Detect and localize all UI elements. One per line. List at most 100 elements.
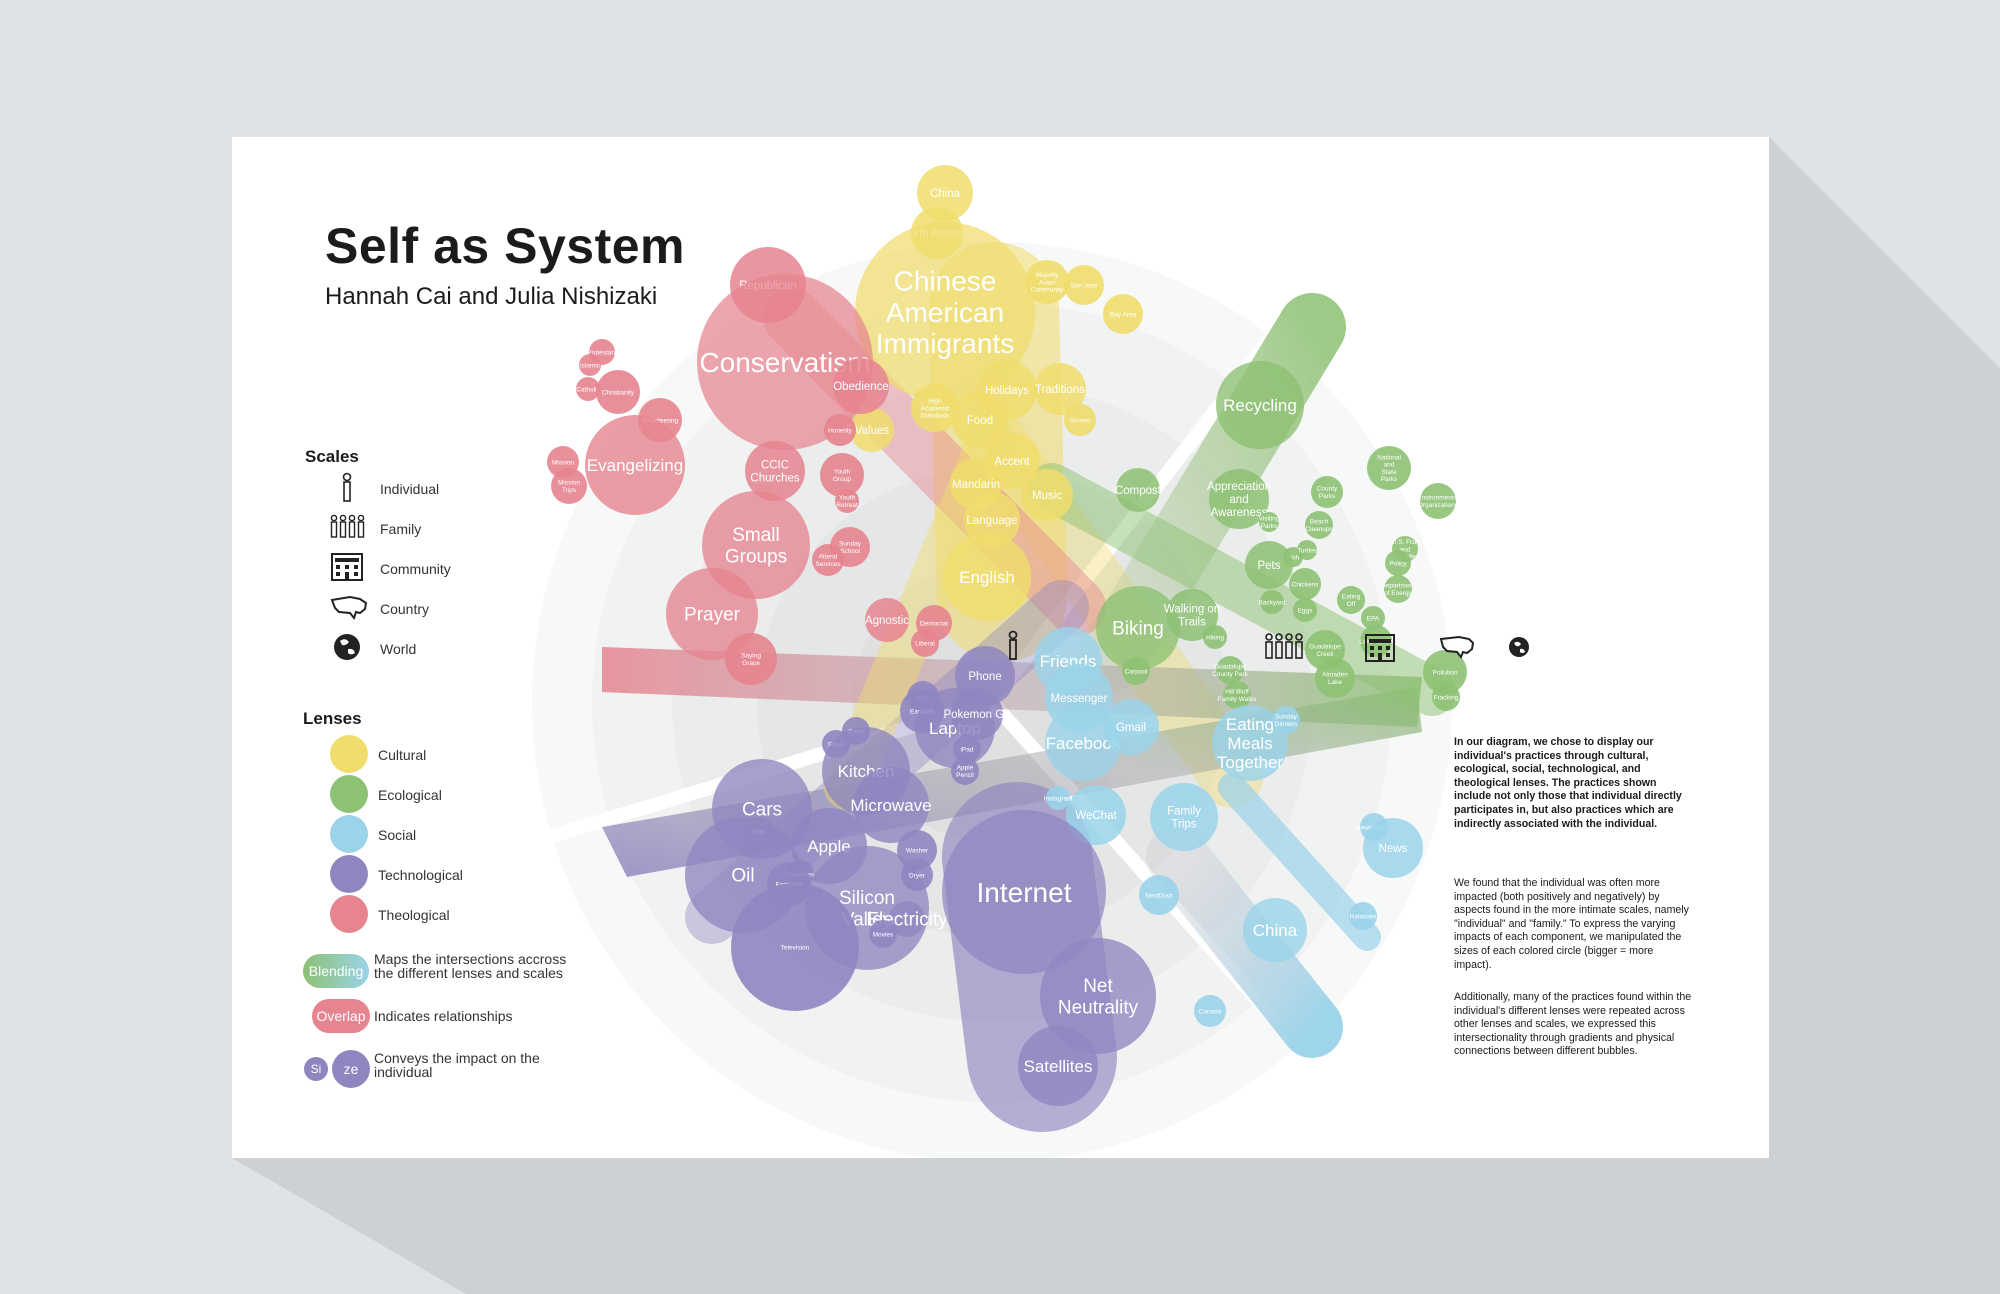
bubble-label: Net Neutrality <box>1058 976 1139 1018</box>
bubble-label: Recycling <box>1223 396 1297 415</box>
bubble-eggs: Eggs <box>1293 598 1317 622</box>
bubble-recycling: Recycling <box>1216 361 1304 449</box>
bubble-circle <box>952 392 1008 448</box>
bubble-label: Islamic <box>580 362 601 369</box>
bubble-ipad: iPad <box>953 735 981 763</box>
scale-row-community: Community <box>330 552 550 584</box>
bubble-label: Dryer <box>909 872 926 879</box>
bubble-label: Canada <box>1199 1008 1222 1015</box>
bubble-circle <box>943 533 1031 621</box>
size-small-dot: Si <box>304 1057 328 1081</box>
bubble-biking: Biking <box>1096 586 1180 670</box>
bubble-chickens: Chickens <box>1289 568 1321 600</box>
bubble-circle <box>1423 650 1467 694</box>
bubble-conservatism: Conservatism <box>697 274 873 450</box>
bubble-dryer: Dryer <box>901 859 933 891</box>
bubble-sunday-dinners: Sunday Dinners <box>1272 706 1300 734</box>
bubble-appreciation-and-awareness: Appreciation and Awareness <box>1207 469 1271 529</box>
bubble-circle <box>1166 589 1218 641</box>
bubble-label: Oil <box>731 866 754 887</box>
bubble-circle <box>1103 699 1159 755</box>
lens-swatch-ecological <box>330 775 368 813</box>
bubble-label: Backyard <box>1258 599 1285 606</box>
bubble-label: Values <box>855 425 890 437</box>
bubble-satellites: Satellites <box>1018 1026 1098 1106</box>
bubble-label: Fish <box>1287 554 1300 561</box>
bubble-environmental-organizations: Environmental Organizations <box>1417 483 1459 519</box>
bubble-label: Sunday Dinners <box>1275 714 1298 728</box>
bubble-washer: Washer <box>897 830 937 870</box>
bubble-circle <box>850 408 894 452</box>
bubble-saying-grace: Saying Grace <box>725 633 777 685</box>
bubble-circle <box>1337 586 1365 614</box>
bubble-label: Internet <box>977 877 1072 908</box>
bubble-internet: Internet <box>942 810 1106 974</box>
bubble-circle <box>1216 361 1304 449</box>
lens-row-theological: Theological <box>330 895 550 935</box>
lens-swatch-technological <box>330 855 368 893</box>
bubble-label: Hiking <box>1206 634 1224 641</box>
bubble-almaden-lake: Almaden Lake <box>1315 658 1355 698</box>
bubble-apple-pencil: Apple Pencil <box>951 757 979 785</box>
bubble-circle <box>1311 476 1343 508</box>
size-description: Conveys the impact on the individual <box>374 1050 540 1080</box>
bubble-label: Compost <box>1115 485 1162 497</box>
bubble-label: Pollution <box>1433 669 1458 676</box>
lens-label-social: Social <box>378 827 417 843</box>
bubble-label: China <box>1253 921 1298 940</box>
bubble-circle <box>697 274 873 450</box>
authors: Hannah Cai and Julia Nishizaki <box>325 283 658 310</box>
bubble-circle <box>855 222 1035 402</box>
bubble-label: Obedience <box>833 381 889 393</box>
bubble-label: Prayer <box>684 605 741 626</box>
bubble-label: Apple <box>807 837 850 856</box>
bubble-ccic-churches: CCIC Churches <box>745 441 805 501</box>
bubble-label: Evangelizing <box>587 456 683 475</box>
bubble-instagram: Instagram <box>1044 786 1072 810</box>
bubble-label: Fracking <box>1434 694 1459 701</box>
bubble-circle <box>1243 898 1307 962</box>
overlap-description: Indicates relationships <box>374 1008 513 1024</box>
diagram-globe-icon <box>1509 637 1529 657</box>
bubble-agnostic: Agnostic <box>865 598 909 642</box>
bubble-food: Food <box>952 392 1008 448</box>
bubble-television: Television <box>731 883 859 1011</box>
bubble-backyard: Backyard <box>1258 590 1286 614</box>
bubble-circle <box>1064 404 1096 436</box>
bubble-canada: Canada <box>1194 995 1226 1027</box>
bubble-circle <box>951 757 979 785</box>
bubble-label: CCIC Churches <box>750 460 799 485</box>
bubble-label: Carpool <box>1125 668 1148 675</box>
bubble-obedience: Obedience <box>833 358 889 414</box>
bubble-label: Eggs <box>1298 607 1314 614</box>
bubble-christianity: Christianity <box>596 370 640 414</box>
bubble-label: Biking <box>1112 619 1164 640</box>
lens-label-theological: Theological <box>378 907 450 923</box>
bubble-label: Pokemon Go <box>943 709 1010 721</box>
bubble-youth-group: Youth Group <box>820 453 864 497</box>
bubble-label: San Jose <box>1070 282 1097 289</box>
band-social-relatives <box>1218 773 1381 951</box>
bubble-circle <box>1272 706 1300 734</box>
bubble-circle <box>596 370 640 414</box>
bubble-label: Accent <box>994 456 1030 468</box>
bubble-circle <box>853 767 929 843</box>
bubble-circle <box>725 633 777 685</box>
scale-row-country: Country <box>330 592 550 624</box>
bubble-label: Guadalupe County Park <box>1212 664 1249 678</box>
bubble-label: Honesty <box>828 427 853 434</box>
bubble-san-jose: San Jose <box>1064 265 1104 305</box>
bubble-relatives: Relatives <box>1349 902 1377 930</box>
bubble-circle <box>1361 606 1385 630</box>
band-ecological-main <box>1028 463 1456 716</box>
bubble-fracking: Fracking <box>1432 683 1460 711</box>
bubble-circle <box>897 830 937 870</box>
bubble-circle <box>585 415 685 515</box>
bubble-label: Guadalupe Creek <box>1309 644 1341 658</box>
bubble-label: News <box>1379 843 1408 855</box>
bubble-label: Holidays <box>985 385 1029 397</box>
bubble-hiking: Hiking <box>1203 625 1227 649</box>
bubble-department-of-energy: Department of Energy <box>1381 575 1415 603</box>
bubble-label: Department of Energy <box>1381 583 1415 597</box>
lens-row-social: Social <box>330 815 550 855</box>
